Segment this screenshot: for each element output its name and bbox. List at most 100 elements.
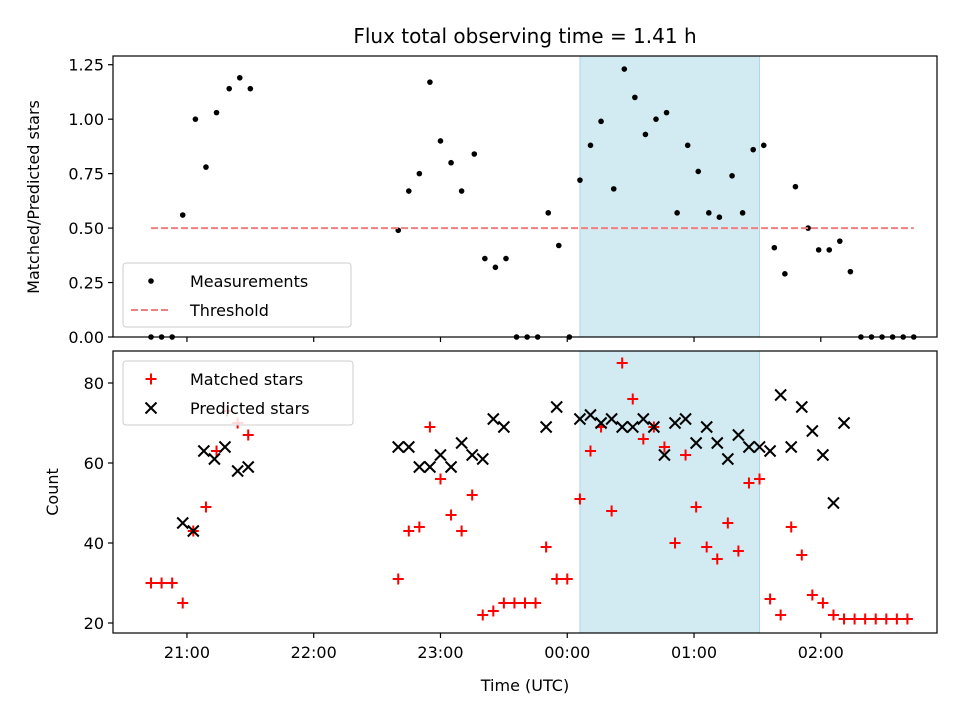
data-point [817, 597, 829, 609]
data-point [482, 255, 488, 262]
data-point [711, 436, 724, 450]
data-point [827, 609, 839, 621]
series-predicted-stars [176, 388, 851, 538]
data-point [700, 420, 713, 434]
y-tick-label: 40 [84, 534, 104, 553]
x-tick-label: 21:00 [164, 643, 210, 662]
highlight-interval [579, 350, 761, 634]
chart-title: Flux total observing time = 1.41 h [353, 24, 696, 48]
data-point [701, 541, 713, 553]
plot-frame [112, 55, 938, 338]
data-point [668, 416, 682, 430]
legend-entry: Threshold [131, 301, 269, 320]
data-point [539, 420, 553, 434]
data-point [847, 268, 854, 275]
data-point [754, 473, 766, 485]
data-point [815, 247, 822, 253]
data-point [497, 420, 511, 434]
data-point [792, 183, 799, 190]
data-point [519, 597, 531, 609]
data-point [471, 151, 478, 157]
legend: Matched stars Predicted stars [122, 360, 354, 426]
data-point [166, 577, 178, 589]
data-point [458, 188, 465, 194]
data-point [785, 440, 798, 454]
data-point [658, 441, 670, 453]
data-point [732, 428, 745, 442]
data-point [226, 85, 233, 92]
data-point [695, 168, 702, 175]
data-point [658, 448, 671, 462]
legend-entry: Predicted stars [144, 399, 310, 418]
legend-label: Measurements [190, 272, 308, 291]
x-axis-label: Time (UTC) [480, 676, 569, 695]
x-tick-label: 22:00 [291, 643, 337, 662]
data-point [806, 589, 818, 601]
data-point [176, 516, 189, 530]
legend-entry: Matched stars [145, 370, 303, 389]
data-point [826, 247, 833, 253]
data-point [218, 440, 232, 454]
data-point [805, 225, 811, 231]
legend-label: Threshold [189, 301, 269, 320]
data-point [498, 597, 510, 609]
y-tick-label: 20 [84, 614, 104, 633]
data-point [584, 408, 597, 422]
data-point [466, 489, 478, 501]
data-point [540, 541, 552, 553]
data-point [891, 613, 903, 625]
data-point [413, 521, 425, 533]
data-point [455, 436, 468, 450]
data-point [574, 493, 586, 505]
data-point [711, 553, 723, 565]
data-point [615, 420, 629, 434]
data-point [545, 210, 552, 216]
data-point [637, 433, 649, 445]
data-point [637, 412, 650, 426]
data-point [621, 66, 628, 72]
y-tick-label: 0.75 [68, 165, 104, 184]
data-point [456, 525, 468, 537]
data-point [849, 613, 861, 625]
data-point [208, 452, 221, 466]
data-point [236, 74, 243, 81]
ratio-panel: 0.00 0.25 0.50 0.75 1.00 1.25 Measurements Thre… [68, 55, 938, 347]
data-point [722, 517, 734, 529]
y-tick-label: 0.50 [68, 219, 104, 238]
data-point [674, 210, 680, 216]
data-point [627, 393, 639, 405]
data-point [837, 238, 843, 244]
data-point [669, 537, 681, 549]
data-point [775, 609, 787, 621]
data-point [508, 597, 520, 609]
data-point [416, 170, 423, 177]
data-point [901, 613, 913, 625]
data-point [732, 545, 744, 557]
data-point [647, 420, 661, 434]
data-point [795, 400, 808, 414]
data-point [594, 416, 608, 430]
data-point [556, 242, 562, 249]
data-point [605, 412, 618, 426]
data-point [577, 177, 583, 183]
x-tick-label: 02:00 [798, 643, 844, 662]
legend-label: Predicted stars [190, 399, 310, 418]
data-point [632, 94, 638, 101]
data-point [192, 116, 199, 122]
data-point [492, 264, 499, 271]
data-point [771, 244, 778, 251]
data-point [550, 400, 563, 414]
data-point [610, 186, 617, 192]
count-panel: 20 40 60 80 21:00 22:00 23:00 00:00 01:00 02:00 Ma… [84, 350, 938, 662]
y-tick-label: 0.25 [68, 274, 104, 293]
data-point [750, 146, 756, 153]
data-point [561, 573, 573, 585]
data-point [739, 210, 746, 216]
data-point [197, 444, 211, 458]
data-point [530, 597, 542, 609]
legend-swatch [145, 373, 157, 385]
data-point [680, 449, 692, 461]
data-point [838, 613, 850, 625]
data-point [402, 440, 416, 454]
